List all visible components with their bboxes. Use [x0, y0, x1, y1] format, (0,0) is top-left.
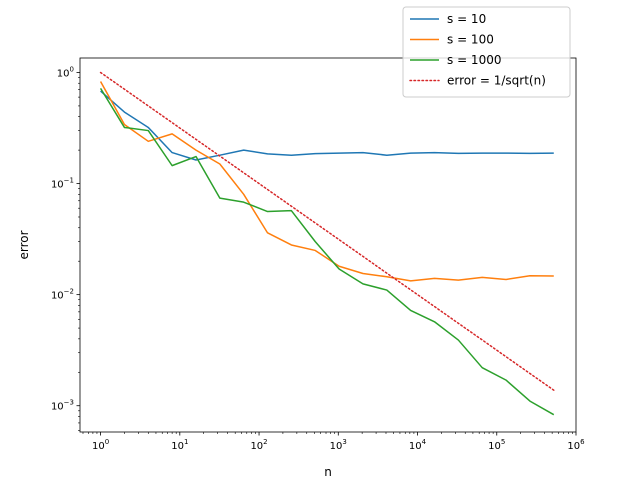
x-tick-label: 106: [567, 438, 585, 452]
y-tick-label: 10−2: [51, 288, 74, 302]
x-tick-label: 100: [92, 438, 109, 452]
series-layer: [99, 71, 555, 416]
y-tick-label: 10−1: [51, 177, 74, 191]
series-line-1: [99, 81, 554, 282]
legend-box: [402, 6, 571, 98]
series-line-0: [100, 90, 554, 161]
legend-label-0: s = 10: [447, 12, 486, 26]
series-line-3: [99, 71, 555, 391]
legend-label-3: error = 1/sqrt(n): [447, 74, 546, 88]
legend-label-1: s = 100: [447, 33, 494, 47]
x-tick-label: 104: [409, 438, 427, 452]
legend: s = 10 s = 100 s = 1000 error = 1/sqrt(n): [402, 6, 571, 98]
plot-frame: [79, 57, 577, 433]
y-axis-label: error: [17, 230, 31, 259]
x-tick-label: 102: [250, 438, 267, 452]
x-tick-label: 105: [488, 438, 505, 452]
x-tick-label: 103: [330, 438, 347, 452]
series-line-2: [99, 87, 555, 416]
legend-label-2: s = 1000: [447, 53, 501, 67]
x-axis: 100 101 102 103 104 105 106: [82, 432, 585, 452]
y-tick-label: 10−3: [51, 399, 74, 413]
x-axis-label: n: [324, 465, 332, 479]
y-axis: 10−3 10−2 10−1 100: [51, 65, 80, 431]
y-tick-label: 100: [57, 65, 74, 79]
x-tick-label: 101: [171, 438, 188, 452]
